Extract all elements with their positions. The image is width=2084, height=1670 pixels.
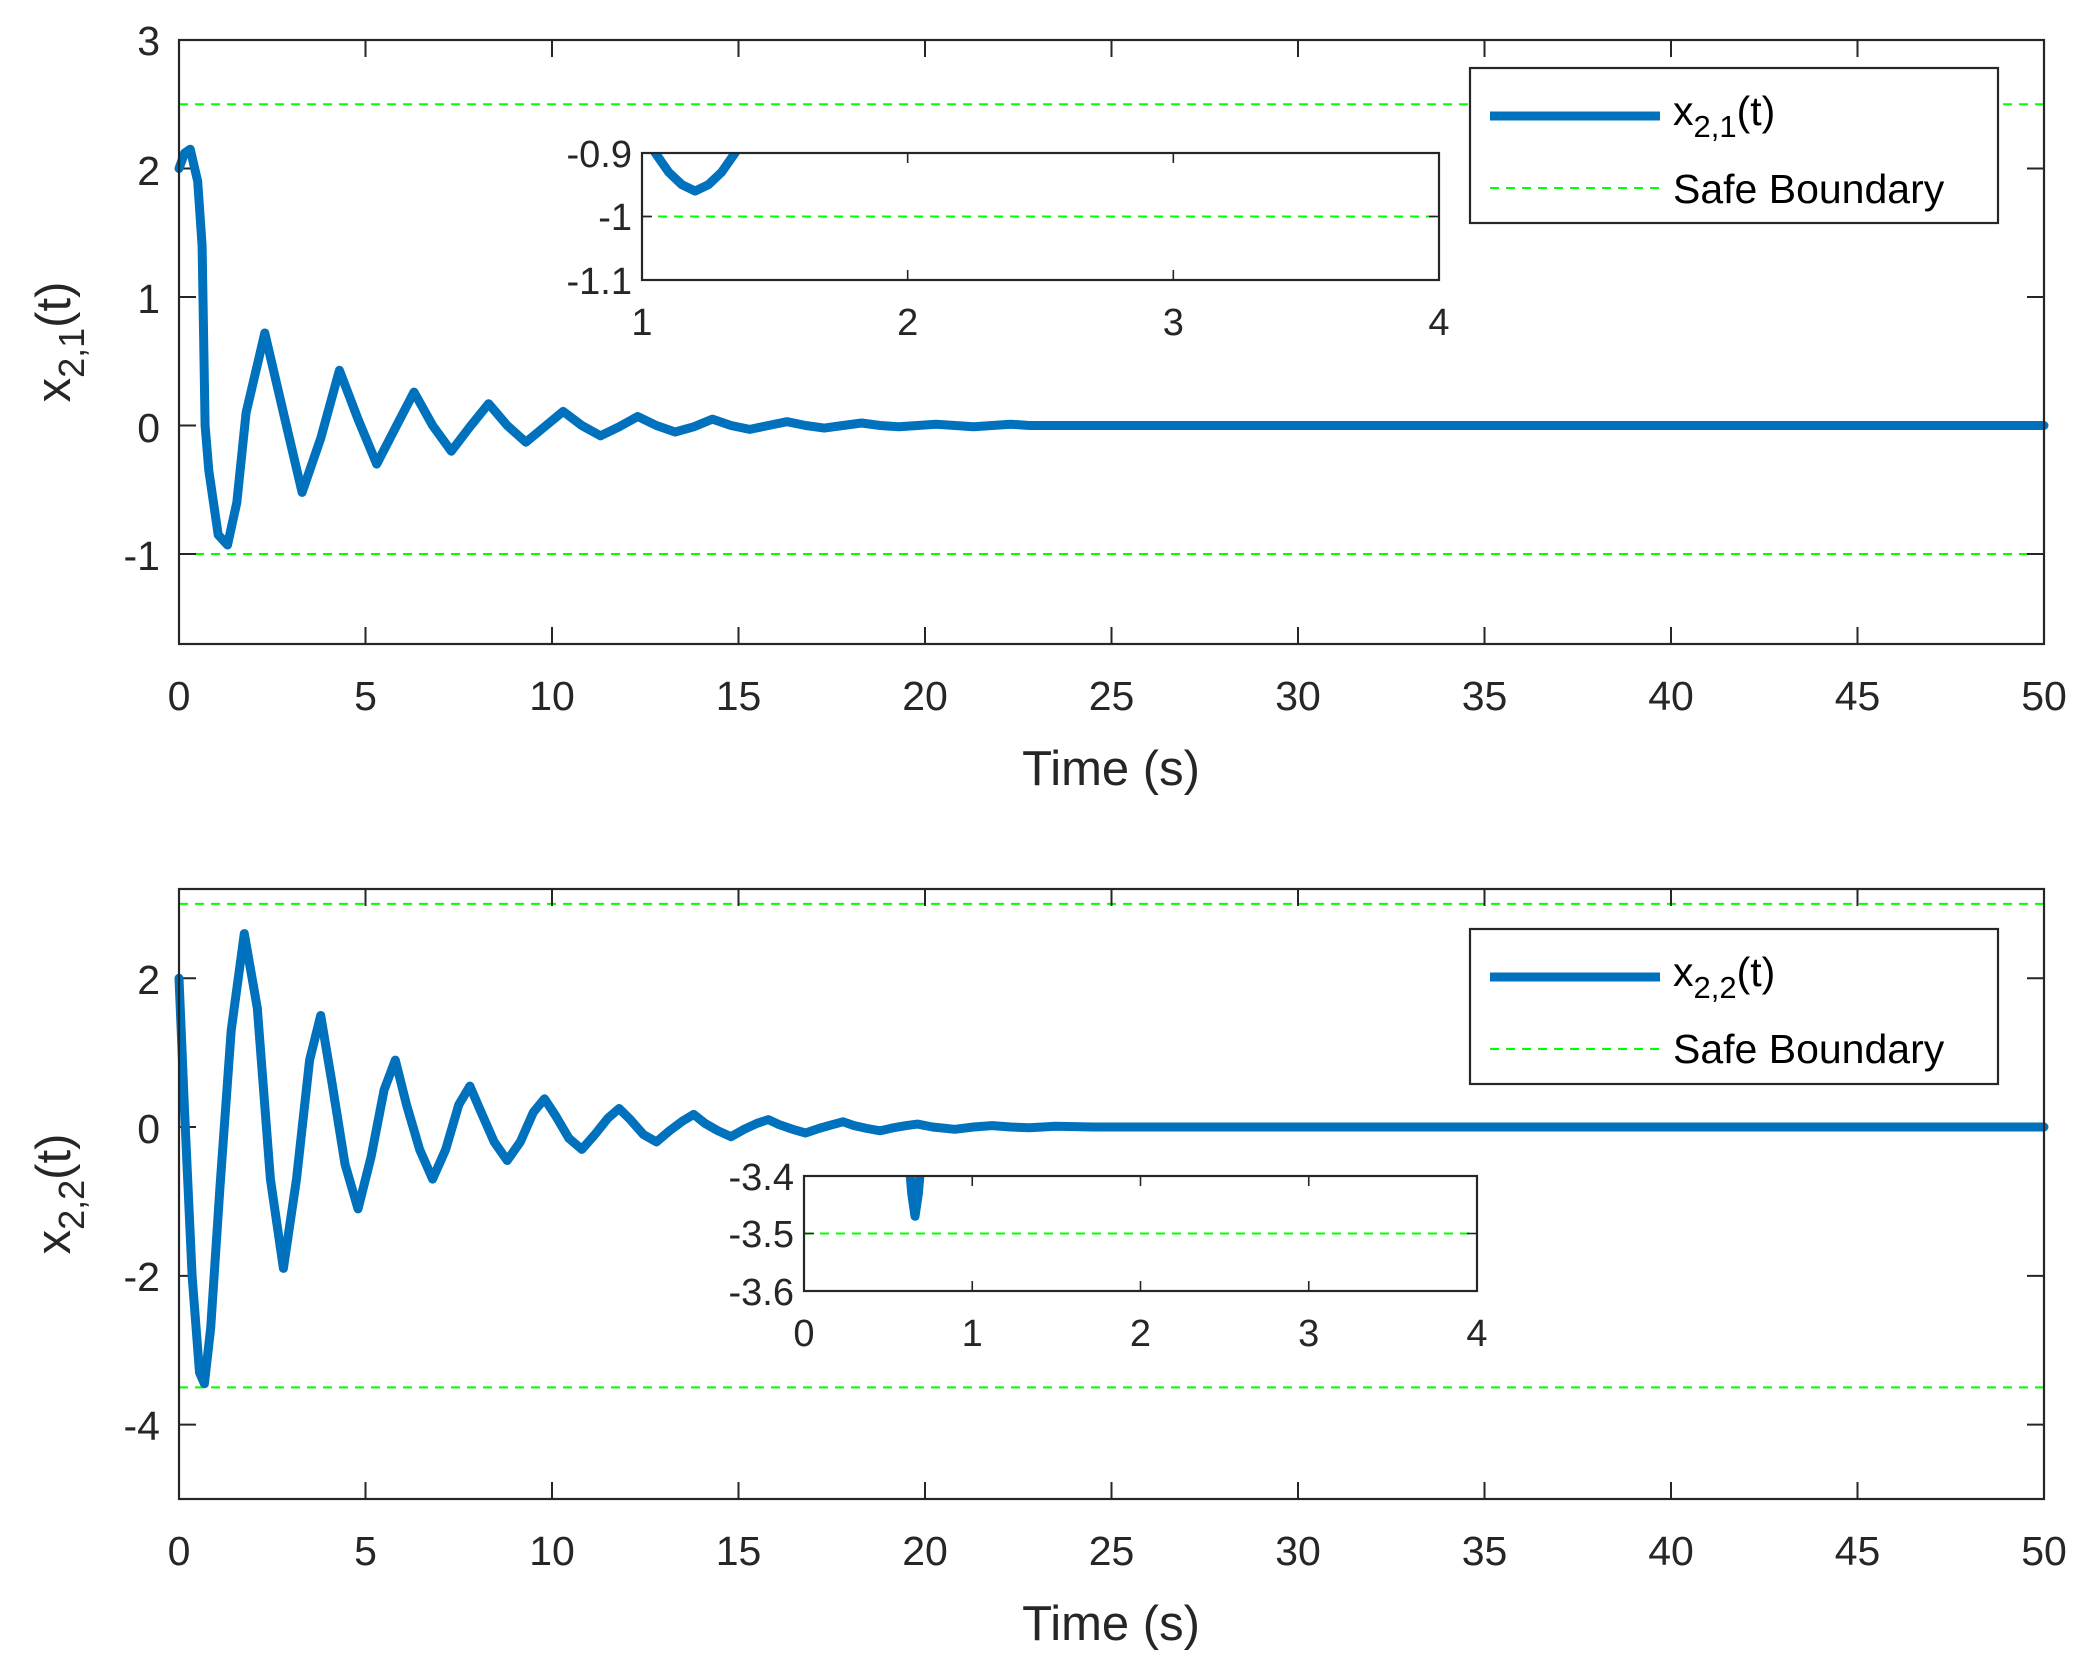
panel-2-y-label-sub: 2,2 [51,1180,92,1230]
panel-1-xtick-label: 10 [529,673,575,719]
panel-1-xtick-label: 45 [1835,673,1881,719]
panel-2-legend-series-tail: (t) [1737,949,1776,995]
panel-1-xtick-label: 35 [1462,673,1508,719]
panel-2-xtick-label: 15 [716,1528,762,1574]
panel-2-xtick-label: 30 [1275,1528,1321,1574]
panel-1-inset: -0.9 -1 -1.1 1 2 3 4 [567,134,1450,344]
panel-1-xtick-label: 25 [1089,673,1135,719]
panel-2-ytick-label: 0 [137,1106,160,1152]
panel-1-legend-series-label: x2,1(t) [1673,88,1775,144]
panel-1-ytick-label: 1 [137,276,160,322]
panel-2-xtick-label: 45 [1835,1528,1881,1574]
panel-1-series-line [174,144,2049,550]
panel-1-x-axis-label: Time (s) [1022,742,1200,796]
panel-2-xtick-label: 25 [1089,1528,1135,1574]
panel-2-inset-xtick-label: 0 [793,1313,814,1355]
panel-1-inset-ytick-label: -1.1 [567,261,632,303]
panel-1-ytick-label: 0 [137,405,160,451]
panel-2-legend-boundary-label: Safe Boundary [1673,1026,1945,1072]
panel-2-inset-xtick-label: 1 [962,1313,983,1355]
panel-1-legend-series-main: x [1673,88,1694,134]
panel-2-ytick-labels: -4 -2 0 2 [124,957,160,1449]
panel-2-inset-ytick-label: -3.6 [729,1272,794,1314]
panel-1-legend: x2,1(t) Safe Boundary [1468,66,2000,225]
panel-1-legend-box [1468,66,2000,225]
panel-1-legend-boundary-label: Safe Boundary [1673,166,1945,212]
panel-1-axes-frame [177,38,2046,646]
panel-1-inset-xtick-label: 1 [631,302,652,344]
panel-1-xtick-label: 0 [168,673,191,719]
panel-1-xtick-label: 20 [902,673,948,719]
panel-1-ytick-label: 3 [137,18,160,64]
panel-1-y-label-sub: 2,1 [51,328,92,378]
panel-1-inset-xtick-label: 2 [897,302,918,344]
panel-1-y-label-main: x [27,378,81,403]
panel-2-inset-xtick-label: 2 [1130,1313,1151,1355]
panel-2-ytick-label: -4 [124,1403,160,1449]
panel-1-xtick-label: 40 [1648,673,1694,719]
panel-2-xtick-labels: 0 5 10 15 20 25 30 35 40 45 50 [168,1528,2067,1574]
panel-1-xtick-label: 50 [2021,673,2067,719]
panel-2-inset-xtick-label: 4 [1466,1313,1487,1355]
panel-1-inset-series-line [650,153,741,196]
panel-2-inset-ytick-label: -3.5 [729,1214,794,1256]
panel-1: 0 5 10 15 20 25 30 35 40 45 50 -1 0 1 2 … [27,18,2067,796]
panel-2-xtick-label: 40 [1648,1528,1694,1574]
panel-2: 0 5 10 15 20 25 30 35 40 45 50 -4 -2 0 2… [27,887,2067,1651]
panel-2-legend-box [1468,927,2000,1086]
panel-2-x-axis-label: Time (s) [1022,1597,1200,1651]
panel-2-ytick-label: 2 [137,957,160,1003]
panel-1-inset-ytick-label: -1 [598,197,632,239]
panel-2-xtick-label: 5 [354,1528,377,1574]
panel-2-axes-frame [177,887,2046,1501]
panel-2-legend-series-main: x [1673,949,1694,995]
panel-2-y-label-main: x [27,1230,81,1255]
panel-2-y-label-tail: (t) [27,1134,81,1180]
panel-2-inset: -3.4 -3.5 -3.6 0 1 2 3 4 [729,1157,1488,1355]
panel-1-ytick-label: -1 [124,533,160,579]
panel-2-xtick-label: 0 [168,1528,191,1574]
panel-1-inset-xtick-label: 4 [1428,302,1449,344]
panel-2-legend: x2,2(t) Safe Boundary [1468,927,2000,1086]
panel-1-inset-xtick-label: 3 [1163,302,1184,344]
panel-1-xtick-label: 30 [1275,673,1321,719]
panel-1-ytick-labels: -1 0 1 2 3 [124,18,160,579]
panel-2-inset-frame [802,1174,1479,1293]
panel-2-legend-series-label: x2,2(t) [1673,949,1775,1005]
panel-1-xtick-labels: 0 5 10 15 20 25 30 35 40 45 50 [168,673,2067,719]
panel-2-inset-series-line [905,1176,925,1221]
panel-1-y-label-tail: (t) [27,282,81,328]
panel-2-xtick-label: 50 [2021,1528,2067,1574]
panel-2-xtick-label: 10 [529,1528,575,1574]
panel-2-inset-ytick-label: -3.4 [729,1157,794,1199]
panel-1-inset-ytick-label: -0.9 [567,134,632,176]
panel-2-xtick-label: 20 [902,1528,948,1574]
panel-2-y-axis-label: x2,2(t) [27,1134,92,1255]
panel-1-legend-series-sub: 2,1 [1694,109,1737,144]
panel-1-inset-frame [640,151,1441,282]
panel-1-xtick-label: 5 [354,673,377,719]
panel-2-series-line [174,929,2049,1389]
panel-1-xtick-label: 15 [716,673,762,719]
panel-2-ytick-label: -2 [124,1254,160,1300]
panel-1-legend-series-tail: (t) [1737,88,1776,134]
panel-2-legend-series-sub: 2,2 [1694,970,1737,1005]
panel-2-xtick-label: 35 [1462,1528,1508,1574]
panel-2-inset-xtick-label: 3 [1298,1313,1319,1355]
panel-1-y-axis-label: x2,1(t) [27,282,92,403]
panel-1-ytick-label: 2 [137,148,160,194]
